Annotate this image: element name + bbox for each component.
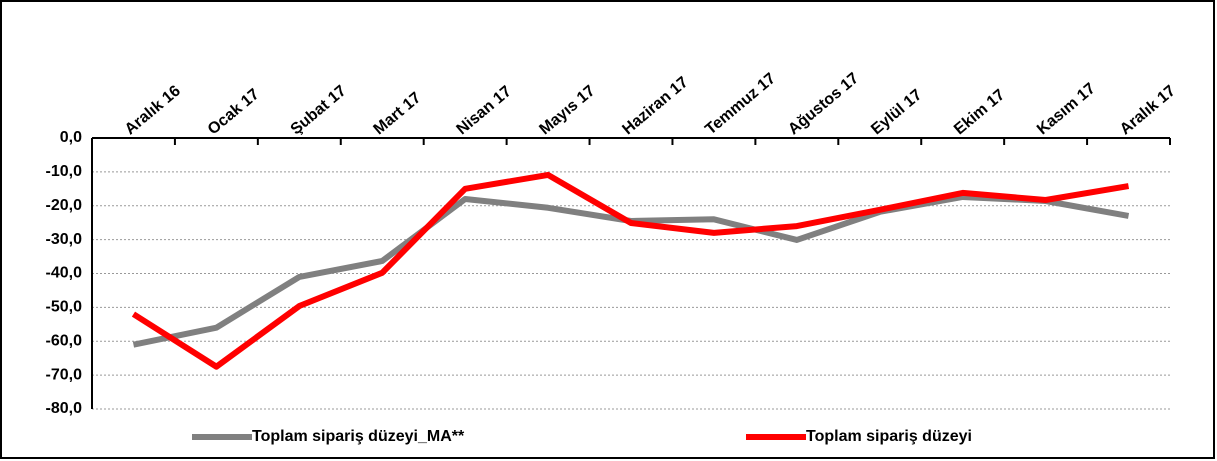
y-tick-label: -10,0 (46, 163, 83, 180)
y-tick-label: -80,0 (46, 400, 83, 417)
y-tick-label: -30,0 (46, 231, 83, 248)
legend-label: Toplam sipariş düzeyi_MA** (252, 428, 465, 445)
y-tick-label: -70,0 (46, 366, 83, 383)
y-tick-label: 0,0 (60, 129, 82, 146)
series-line (131, 171, 1130, 370)
y-tick-label: -40,0 (46, 265, 83, 282)
y-tick-label: -50,0 (46, 299, 83, 316)
y-tick-label: -20,0 (46, 197, 83, 214)
legend-label: Toplam sipariş düzeyi (806, 428, 972, 445)
y-tick-label: -60,0 (46, 332, 83, 349)
